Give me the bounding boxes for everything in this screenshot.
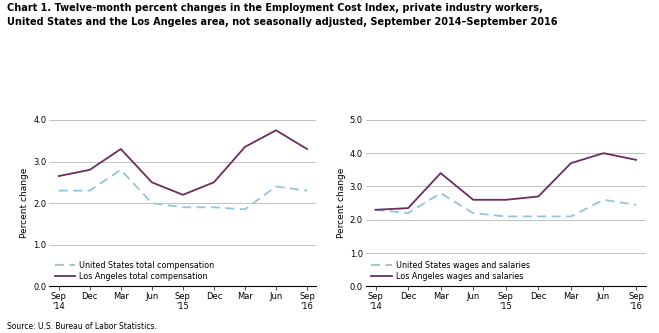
- Text: Chart 1. Twelve-month percent changes in the Employment Cost Index, private indu: Chart 1. Twelve-month percent changes in…: [7, 3, 557, 27]
- Legend: United States total compensation, Los Angeles total compensation: United States total compensation, Los An…: [53, 259, 216, 282]
- Legend: United States wages and salaries, Los Angeles wages and salaries: United States wages and salaries, Los An…: [370, 259, 531, 282]
- Text: Source: U.S. Bureau of Labor Statistics.: Source: U.S. Bureau of Labor Statistics.: [7, 322, 156, 331]
- Y-axis label: Percent change: Percent change: [20, 168, 29, 238]
- Y-axis label: Percent change: Percent change: [337, 168, 345, 238]
